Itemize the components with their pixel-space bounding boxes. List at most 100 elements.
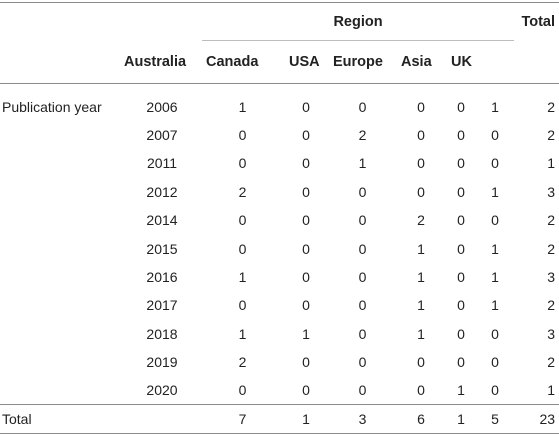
total-row-label: Total: [0, 404, 122, 434]
total-cell: 3: [329, 404, 396, 434]
year-cell: 2006: [146, 98, 178, 115]
count-cell: 0: [302, 297, 310, 314]
count-cell: 2: [417, 212, 425, 229]
count-cell: 0: [491, 382, 499, 399]
column-header-australia: Australia: [122, 40, 202, 84]
count-cell: 0: [491, 155, 499, 172]
count-cell: 0: [238, 127, 247, 144]
table-row: 2017 0 0 0 1 0 1 2: [0, 291, 559, 319]
row-total-cell: 2: [547, 240, 556, 257]
count-cell: 0: [302, 183, 310, 200]
count-cell: 0: [302, 354, 310, 371]
year-cell: 2015: [146, 240, 178, 257]
count-cell: 0: [358, 240, 367, 257]
total-cell: 6: [396, 404, 446, 434]
year-cell: 2018: [146, 325, 178, 342]
count-cell: 1: [417, 297, 425, 314]
table-row: 2020 0 0 0 0 1 0 1: [0, 376, 559, 404]
table-body: Publication year 2006 1 0 0 0 0 1 2 2007 0 0 2 0 0 0 2 20…: [0, 84, 559, 405]
year-cell: 2016: [146, 269, 178, 286]
count-cell: 0: [417, 354, 425, 371]
count-cell: 0: [358, 269, 367, 286]
region-header: Region: [202, 2, 515, 41]
total-column-header: Total: [514, 2, 559, 41]
count-cell: 0: [491, 354, 499, 371]
total-cell: 1: [283, 404, 329, 434]
year-cell: 2007: [146, 127, 178, 144]
count-cell: 0: [417, 183, 425, 200]
count-cell: 1: [238, 98, 247, 115]
header-row-columns: Australia Canada USA Europe Asia UK: [0, 40, 559, 84]
row-total-cell: 2: [547, 98, 556, 115]
total-row: Total 7 1 3 6 1 5 23: [0, 404, 559, 434]
count-cell: 0: [302, 212, 310, 229]
count-cell: 1: [457, 382, 465, 399]
year-cell: 2011: [146, 155, 178, 172]
row-total-cell: 1: [547, 382, 556, 399]
header-row-region: Region Total: [0, 2, 559, 41]
table-row: 2012 2 0 0 0 0 1 3: [0, 178, 559, 206]
year-cell: 2020: [146, 382, 178, 399]
count-cell: 1: [491, 240, 499, 257]
year-cell: 2017: [146, 297, 178, 314]
count-cell: 0: [238, 212, 247, 229]
count-cell: 1: [417, 325, 425, 342]
count-cell: 0: [358, 382, 367, 399]
table-row: 2011 0 0 1 0 0 0 1: [0, 149, 559, 177]
count-cell: 0: [417, 127, 425, 144]
table-row: 2015 0 0 0 1 0 1 2: [0, 234, 559, 262]
count-cell: 0: [457, 269, 465, 286]
total-cell: 5: [476, 404, 515, 434]
table-row: 2014 0 0 0 2 0 0 2: [0, 206, 559, 234]
count-cell: 1: [358, 155, 367, 172]
count-cell: 0: [417, 98, 425, 115]
count-cell: 0: [457, 127, 465, 144]
count-cell: 0: [457, 325, 465, 342]
count-cell: 0: [457, 155, 465, 172]
table-row: 2007 0 0 2 0 0 0 2: [0, 121, 559, 149]
count-cell: 0: [238, 382, 247, 399]
table-row: 2018 1 1 0 1 0 0 3: [0, 320, 559, 348]
count-cell: 1: [417, 269, 425, 286]
count-cell: 0: [457, 212, 465, 229]
row-total-cell: 2: [547, 354, 556, 371]
count-cell: 2: [358, 127, 367, 144]
count-cell: 0: [417, 382, 425, 399]
count-cell: 1: [491, 98, 499, 115]
count-cell: 0: [302, 98, 310, 115]
count-cell: 0: [457, 98, 465, 115]
column-header-uk: UK: [446, 40, 476, 84]
count-cell: 2: [238, 354, 247, 371]
column-header-canada: Canada: [202, 40, 283, 84]
count-cell: 0: [238, 155, 247, 172]
column-header-europe: Europe: [329, 40, 396, 84]
count-cell: 0: [238, 240, 247, 257]
count-cell: 0: [358, 325, 367, 342]
year-cell: 2012: [146, 183, 178, 200]
row-total-cell: 2: [547, 212, 556, 229]
row-total-cell: 2: [547, 127, 556, 144]
count-cell: 1: [302, 325, 310, 342]
count-cell: 1: [238, 325, 247, 342]
count-cell: 1: [491, 269, 499, 286]
count-cell: 0: [358, 98, 367, 115]
column-header-asia: Asia: [396, 40, 446, 84]
count-cell: 1: [491, 297, 499, 314]
count-cell: 0: [302, 269, 310, 286]
table-row: Publication year 2006 1 0 0 0 0 1 2: [0, 93, 559, 121]
count-cell: 2: [238, 183, 247, 200]
row-total-cell: 3: [547, 183, 556, 200]
count-cell: 0: [358, 212, 367, 229]
count-cell: 0: [491, 325, 499, 342]
count-cell: 0: [417, 155, 425, 172]
row-group-label: Publication year: [2, 98, 102, 115]
count-cell: 0: [358, 297, 367, 314]
count-cell: 1: [417, 240, 425, 257]
count-cell: 0: [238, 297, 247, 314]
row-total-cell: 2: [547, 297, 556, 314]
table-row: 2019 2 0 0 0 0 0 2: [0, 348, 559, 376]
count-cell: 0: [302, 155, 310, 172]
count-cell: 0: [457, 354, 465, 371]
row-total-cell: 1: [547, 155, 556, 172]
